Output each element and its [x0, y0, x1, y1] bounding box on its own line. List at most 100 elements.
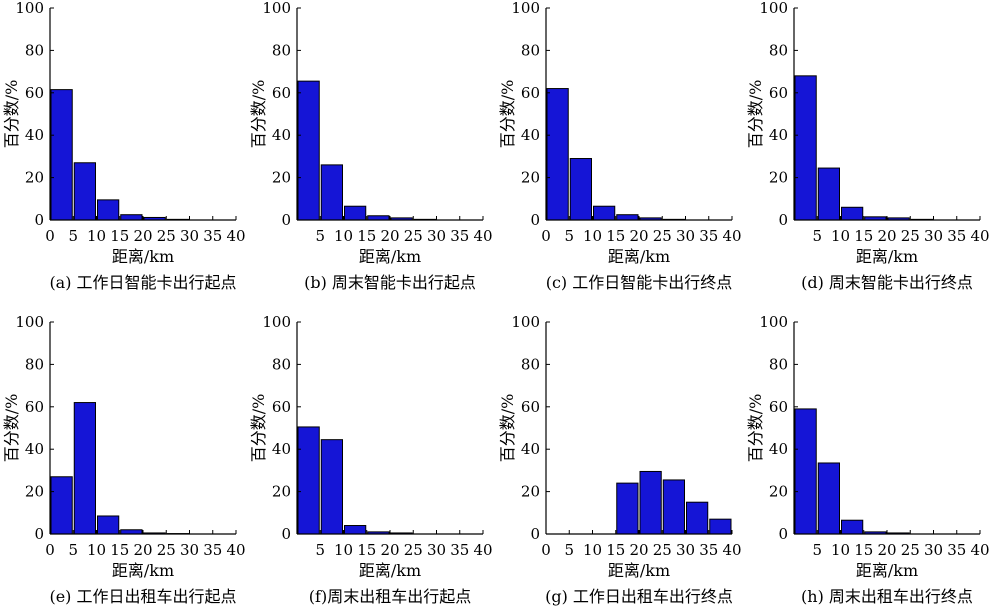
chart-e-bar-3 — [120, 529, 143, 535]
chart-h-xtick-label-25: 25 — [901, 541, 920, 559]
chart-a-bar-1 — [73, 162, 96, 221]
chart-d-xtick-label-5: 5 — [812, 227, 822, 245]
chart-h-xtick-label-15: 15 — [854, 541, 873, 559]
chart-h-ytick-label-40: 40 — [769, 440, 788, 458]
chart-b-ytick-label-100: 100 — [262, 0, 291, 17]
chart-f-xtick-label-20: 20 — [380, 541, 399, 559]
chart-g-bar-6 — [686, 501, 709, 535]
chart-d-ytick-label-60: 60 — [769, 84, 788, 102]
chart-g-bar-7 — [709, 518, 732, 535]
chart-b-xtick-label-25: 25 — [404, 227, 423, 245]
chart-g-caption: (g) 工作日出租车出行终点 — [545, 587, 733, 606]
chart-h-xtick-label-35: 35 — [947, 541, 966, 559]
chart-g-ytick-label-20: 20 — [521, 483, 540, 501]
chart-d-caption: (d) 周末智能卡出行终点 — [801, 273, 973, 292]
chart-g-xtick-label-10: 10 — [583, 541, 602, 559]
chart-b-ytick-label-80: 80 — [272, 41, 291, 59]
chart-d-ylabel: 百分数/% — [746, 80, 765, 149]
chart-f-ytick-label-100: 100 — [262, 313, 291, 331]
chart-h-bar-2 — [841, 519, 864, 535]
chart-f-ytick-label-80: 80 — [272, 355, 291, 373]
chart-g-bar-4 — [639, 470, 662, 535]
chart-f-xtick-label-30: 30 — [427, 541, 446, 559]
chart-e-xtick-label-30: 30 — [180, 541, 199, 559]
chart-c-xtick-label-25: 25 — [653, 227, 672, 245]
chart-e-xtick-label-40: 40 — [226, 541, 245, 559]
chart-a-ytick-label-60: 60 — [25, 84, 44, 102]
chart-f-ytick-label-20: 20 — [272, 483, 291, 501]
chart-c-ytick-label-20: 20 — [521, 169, 540, 187]
chart-c-xtick-label-0: 0 — [541, 227, 551, 245]
chart-c-xtick-label-10: 10 — [583, 227, 602, 245]
chart-b-ytick-label-40: 40 — [272, 126, 291, 144]
chart-h-ytick-label-20: 20 — [769, 483, 788, 501]
chart-d-xtick-label-20: 20 — [877, 227, 896, 245]
chart-e-xtick-label-0: 0 — [45, 541, 55, 559]
chart-d-ytick-label-40: 40 — [769, 126, 788, 144]
chart-b-xtick-label-30: 30 — [427, 227, 446, 245]
chart-c-bar-3 — [616, 214, 639, 221]
chart-e-xlabel: 距离/km — [112, 561, 174, 580]
chart-d-ytick-label-100: 100 — [759, 0, 788, 17]
chart-h-caption: (h) 周末出租车出行终点 — [801, 587, 973, 606]
chart-c-xtick-label-35: 35 — [699, 227, 718, 245]
chart-d-bar-0 — [794, 75, 817, 221]
chart-g-bar-5 — [662, 479, 685, 535]
chart-d-ytick-label-0: 0 — [778, 211, 788, 229]
chart-d-xtick-label-40: 40 — [970, 227, 989, 245]
chart-b-xtick-label-35: 35 — [450, 227, 469, 245]
chart-a-xtick-label-15: 15 — [110, 227, 129, 245]
chart-g-xtick-label-30: 30 — [676, 541, 695, 559]
chart-g-bar-3 — [616, 482, 639, 535]
chart-a-xtick-label-30: 30 — [180, 227, 199, 245]
chart-c-bar-2 — [593, 205, 616, 221]
chart-f-ylabel: 百分数/% — [249, 394, 268, 463]
chart-f-xtick-label-5: 5 — [315, 541, 325, 559]
chart-a-ytick-label-80: 80 — [25, 41, 44, 59]
chart-d-xtick-label-15: 15 — [854, 227, 873, 245]
chart-a-xtick-label-40: 40 — [226, 227, 245, 245]
chart-f-xtick-label-15: 15 — [357, 541, 376, 559]
chart-f-xtick-label-25: 25 — [404, 541, 423, 559]
chart-c-xtick-label-20: 20 — [629, 227, 648, 245]
chart-d-ytick-label-80: 80 — [769, 41, 788, 59]
chart-c-ylabel: 百分数/% — [498, 80, 517, 149]
chart-b-bar-3 — [367, 215, 390, 221]
chart-a-xtick-label-25: 25 — [157, 227, 176, 245]
chart-g-ytick-label-100: 100 — [511, 313, 540, 331]
chart-b-ytick-label-20: 20 — [272, 169, 291, 187]
chart-h-ytick-label-60: 60 — [769, 398, 788, 416]
chart-d-bar-1 — [817, 167, 840, 221]
chart-c-ytick-label-0: 0 — [530, 211, 540, 229]
chart-e-xtick-label-15: 15 — [110, 541, 129, 559]
chart-e-ytick-label-20: 20 — [25, 483, 44, 501]
chart-g-xtick-label-40: 40 — [722, 541, 741, 559]
chart-f-xlabel: 距离/km — [359, 561, 421, 580]
chart-c-ytick-label-40: 40 — [521, 126, 540, 144]
chart-h-xlabel: 距离/km — [856, 561, 918, 580]
chart-e-caption: (e) 工作日出租车出行起点 — [49, 587, 236, 606]
chart-e-xtick-label-10: 10 — [87, 541, 106, 559]
chart-c-xtick-label-5: 5 — [564, 227, 574, 245]
chart-c-ytick-label-80: 80 — [521, 41, 540, 59]
chart-d-xtick-label-30: 30 — [924, 227, 943, 245]
chart-e-ytick-label-40: 40 — [25, 440, 44, 458]
chart-d-bar-2 — [841, 206, 864, 221]
chart-b-ytick-label-60: 60 — [272, 84, 291, 102]
chart-a-ytick-label-100: 100 — [15, 0, 44, 17]
chart-h-ytick-label-80: 80 — [769, 355, 788, 373]
chart-f-xtick-label-35: 35 — [450, 541, 469, 559]
chart-c-bar-1 — [569, 158, 592, 221]
chart-e-xtick-label-5: 5 — [68, 541, 78, 559]
chart-c-ytick-label-60: 60 — [521, 84, 540, 102]
chart-b-xtick-label-5: 5 — [315, 227, 325, 245]
chart-e-ylabel: 百分数/% — [2, 394, 21, 463]
chart-f-ytick-label-0: 0 — [281, 525, 291, 543]
chart-h-xtick-label-40: 40 — [970, 541, 989, 559]
chart-e-ytick-label-0: 0 — [34, 525, 44, 543]
chart-h-xtick-label-5: 5 — [812, 541, 822, 559]
chart-e-bar-2 — [97, 515, 120, 535]
chart-b-bar-0 — [297, 80, 320, 221]
chart-a-bar-3 — [120, 214, 143, 221]
